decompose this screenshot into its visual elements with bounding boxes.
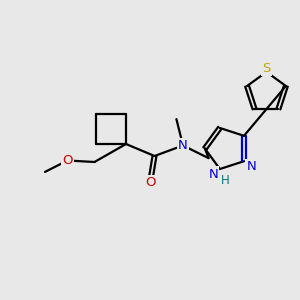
Text: N: N xyxy=(208,167,218,181)
Text: N: N xyxy=(246,160,256,173)
Text: N: N xyxy=(178,139,188,152)
Text: S: S xyxy=(262,62,271,75)
Text: O: O xyxy=(62,154,73,167)
Text: H: H xyxy=(221,174,230,187)
Text: O: O xyxy=(145,176,155,190)
